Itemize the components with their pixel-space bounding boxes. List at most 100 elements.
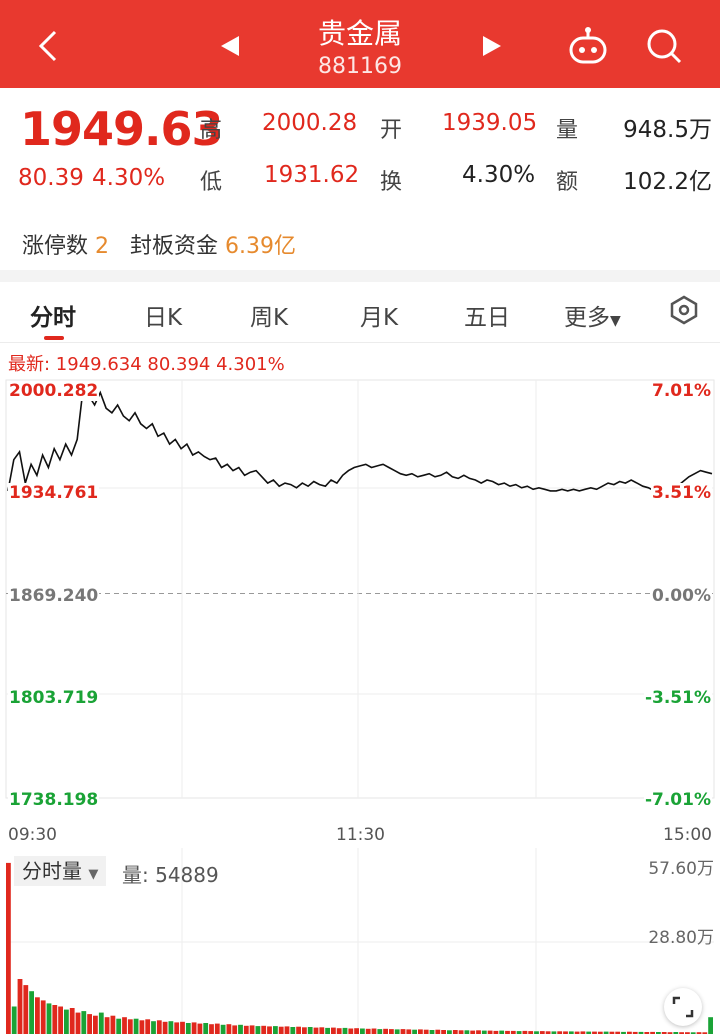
triangle-left-icon <box>221 36 239 56</box>
search-button[interactable] <box>642 24 686 68</box>
volume-bar <box>98 1012 104 1034</box>
hexagon-settings-icon <box>670 295 698 325</box>
volume-bar <box>708 1017 713 1034</box>
intraday-volume-chart[interactable] <box>0 848 720 1034</box>
volume-bar <box>464 1030 470 1034</box>
volume-bar <box>69 1008 75 1034</box>
volume-bar <box>551 1031 557 1034</box>
volume-bar <box>522 1030 528 1034</box>
volume-bar <box>35 997 40 1034</box>
volume-value: 948.5万 <box>623 117 712 143</box>
volume-bar <box>609 1031 615 1034</box>
volume-bar <box>127 1019 133 1034</box>
volume-readout: 量: 54889 <box>122 859 219 888</box>
volume-bar <box>139 1020 145 1034</box>
volume-bar <box>632 1031 638 1034</box>
tab-five-day[interactable]: 五日 <box>464 305 510 331</box>
time-label-close: 15:00 <box>663 825 712 845</box>
volume-bar <box>261 1025 267 1034</box>
volume-readout-label: 量: <box>122 863 149 887</box>
volume-bar <box>534 1031 539 1034</box>
latest-readout: 最新: 1949.634 80.394 4.301% <box>8 354 285 375</box>
low-label: 低 <box>200 170 223 195</box>
volume-indicator-label: 分时量 <box>22 859 82 883</box>
volume-bar <box>690 1032 696 1034</box>
robot-assistant-button[interactable] <box>566 24 610 68</box>
last-price: 1949.63 <box>20 102 224 156</box>
volume-bar <box>528 1031 534 1034</box>
volume-bar <box>505 1030 510 1034</box>
volume-bar <box>267 1026 272 1034</box>
volume-bar <box>458 1030 464 1034</box>
volume-label: 量 <box>556 118 579 143</box>
prev-sector-button[interactable] <box>208 24 252 68</box>
volume-bar <box>58 1006 63 1034</box>
volume-bar <box>696 1032 702 1034</box>
volume-bar <box>307 1027 313 1034</box>
chart-tabs: 分时 日K 周K 月K 五日 更多▼ <box>0 282 720 343</box>
tab-monthly-k[interactable]: 月K <box>360 305 399 331</box>
tab-intraday[interactable]: 分时 <box>30 305 76 331</box>
volume-bar <box>255 1026 261 1034</box>
volume-bar <box>510 1030 516 1034</box>
volume-bar <box>174 1022 180 1034</box>
volume-bar <box>400 1029 406 1034</box>
volume-bar <box>557 1031 563 1034</box>
volume-bar <box>325 1027 330 1034</box>
change-value: 80.39 <box>18 165 84 191</box>
high-label: 高 <box>200 118 223 143</box>
volume-bar <box>487 1030 493 1034</box>
volume-bar <box>441 1030 446 1034</box>
volume-bar <box>319 1027 325 1034</box>
tab-weekly-k[interactable]: 周K <box>250 305 289 331</box>
amount-value: 102.2亿 <box>623 169 712 195</box>
volume-bar <box>11 1006 17 1034</box>
tab-daily-k[interactable]: 日K <box>144 305 183 331</box>
chart-frame <box>5 379 715 799</box>
volume-bar <box>644 1032 650 1034</box>
volume-bar <box>214 1023 220 1034</box>
volume-bar <box>412 1029 417 1034</box>
volume-bar <box>667 1032 673 1034</box>
volume-bar <box>302 1027 307 1034</box>
volume-bar <box>627 1031 632 1034</box>
volume-bar <box>40 1000 46 1034</box>
volume-bar <box>185 1023 191 1034</box>
limit-up-row: 涨停数 2 封板资金 6.39亿 <box>22 228 296 260</box>
volume-bar <box>6 862 11 1034</box>
caret-down-icon: ▼ <box>88 867 99 882</box>
volume-bar <box>545 1031 551 1034</box>
chevron-left-icon <box>38 30 57 62</box>
volume-bar <box>52 1005 58 1034</box>
volume-bar <box>75 1012 81 1034</box>
y-right-label-3: 0.00% <box>651 586 712 606</box>
volume-indicator-selector[interactable]: 分时量 ▼ <box>14 856 107 886</box>
active-tab-indicator <box>44 336 64 340</box>
volume-bar <box>656 1032 661 1034</box>
fullscreen-button[interactable] <box>664 988 702 1026</box>
volume-bar <box>516 1031 522 1034</box>
sector-code: 881169 <box>318 54 402 79</box>
limit-up-count: 2 <box>95 234 110 259</box>
back-button[interactable] <box>26 24 70 68</box>
intraday-price-chart[interactable] <box>0 378 720 818</box>
high-value: 2000.28 <box>262 110 358 136</box>
volume-bar <box>383 1028 388 1034</box>
volume-bar <box>685 1032 690 1034</box>
tab-more[interactable]: 更多▼ <box>564 298 621 332</box>
chart-settings-button[interactable] <box>668 294 700 332</box>
open-label: 开 <box>380 118 403 143</box>
volume-bar <box>243 1025 249 1034</box>
volume-bar <box>365 1028 371 1034</box>
search-icon <box>647 29 682 64</box>
volume-bar <box>87 1014 92 1034</box>
volume-bar <box>110 1015 116 1034</box>
volume-bar <box>702 1032 708 1034</box>
volume-bar <box>661 1032 667 1034</box>
change-percent: 4.30% <box>92 165 166 191</box>
volume-bar <box>493 1030 499 1034</box>
volume-bar <box>17 979 23 1034</box>
volume-bar <box>336 1028 342 1034</box>
y-left-label-1: 2000.282 <box>8 381 100 401</box>
next-sector-button[interactable] <box>470 24 514 68</box>
